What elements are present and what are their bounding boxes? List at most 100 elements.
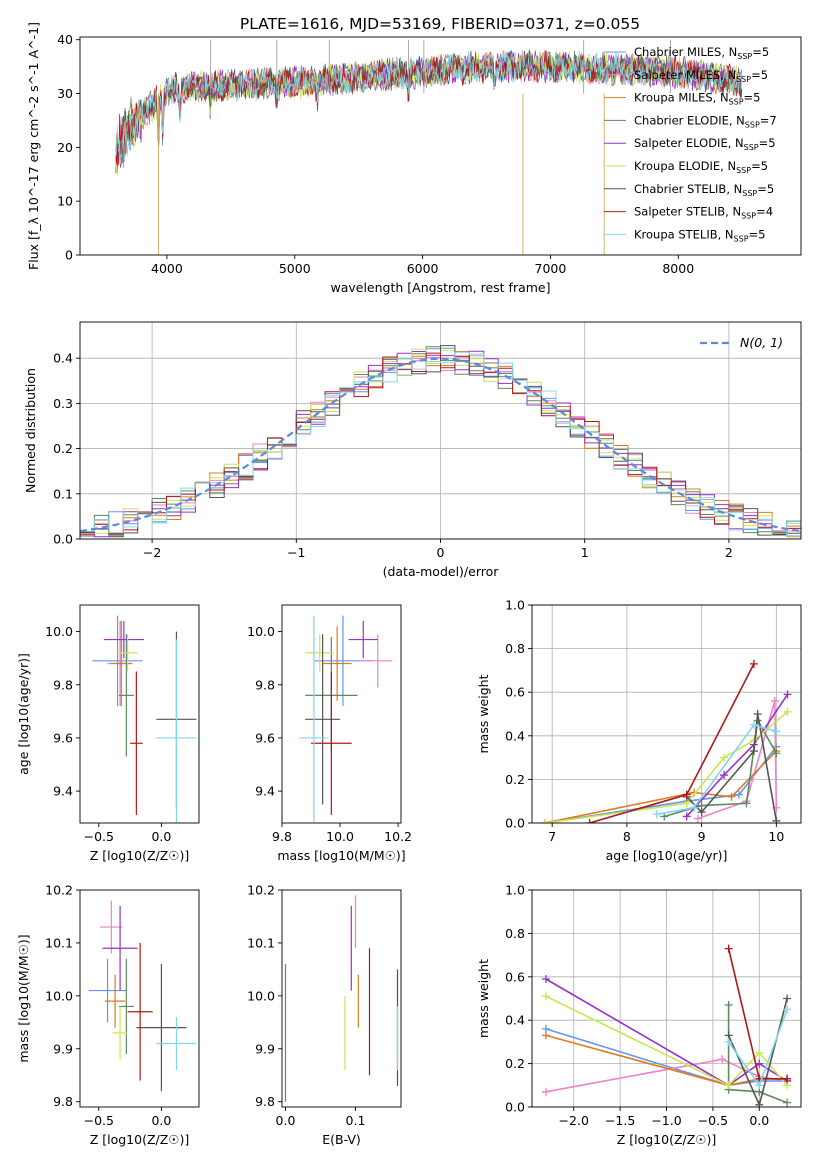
y-tick-label: 10.0 [247, 624, 275, 639]
weight-marker [585, 819, 594, 823]
y-tick-label: 1.0 [505, 598, 525, 613]
mass_vs_ebv-plot-area [284, 895, 399, 1102]
y-tick-label: 10.1 [45, 935, 73, 950]
weight-series-4 [545, 978, 788, 1087]
x-tick-label: 10 [768, 829, 784, 844]
y-tick-label: 9.8 [53, 1094, 73, 1109]
x-tick-label: 0.1 [346, 1113, 366, 1128]
x-axis-label: Z [log10(Z/Z☉)] [90, 848, 190, 863]
y-tick-label: 1.0 [505, 883, 525, 898]
legend-entry: Salpeter MILES, NSSP=5 [634, 68, 768, 84]
x-tick-label: 5000 [279, 261, 311, 276]
y-axis-label: Normed distribution [23, 368, 38, 493]
weight-marker [783, 994, 792, 1003]
x-tick-label: 10.2 [384, 829, 412, 844]
weight-marker [724, 1081, 733, 1090]
weight-marker [783, 1074, 792, 1083]
x-tick-label: 0 [437, 545, 445, 560]
weight-series-7 [727, 948, 788, 1080]
y-tick-label: 9.8 [255, 677, 275, 692]
x-tick-label: −0.5 [84, 1113, 114, 1128]
x-tick-label: 10.0 [326, 829, 354, 844]
weight-marker [755, 1081, 764, 1090]
legend-entry: Chabrier MILES, NSSP=5 [634, 45, 769, 61]
y-tick-label: 0.2 [505, 772, 525, 787]
x-axis-label: wavelength [Angstrom, rest frame] [330, 280, 550, 295]
y-axis-label: mass [log10(M/M☉)] [16, 934, 31, 1062]
spectrum-series-7 [115, 50, 743, 166]
weight-marker [682, 790, 691, 799]
y-tick-label: 0.0 [505, 816, 525, 831]
y-tick-label: 20 [57, 140, 73, 155]
x-tick-label: 6000 [407, 261, 439, 276]
age_vs_Z-frame [79, 604, 200, 824]
weight-marker [682, 812, 691, 821]
legend-entry: Salpeter STELIB, NSSP=4 [634, 205, 773, 221]
y-tick-label: 9.8 [255, 1094, 275, 1109]
mass_weight_vs_age-plot-area [540, 659, 792, 823]
weight-marker [783, 707, 792, 716]
mass_vs_Z-panel: −0.5 0.0 9.8 9.9 10.0 10.1 10.2 Z [log10(Z/Z☉)]… [16, 883, 200, 1147]
age_vs_mass-panel: 9.8 10.0 10.2 9.4 9.6 9.8 10.0 mass [log10(M/M☉… [247, 604, 412, 863]
weight-series-1 [697, 700, 778, 820]
x-tick-label: −0.5 [84, 829, 114, 844]
x-tick-label: 2 [725, 545, 733, 560]
weight-marker [724, 1037, 733, 1046]
y-tick-label: 40 [57, 32, 73, 47]
weight-marker [772, 727, 781, 736]
weight-marker [724, 944, 733, 953]
age_vs_mass-plot-area [299, 615, 393, 823]
mass_vs_ebv-frame [281, 889, 402, 1108]
weight-marker [652, 810, 661, 819]
x-tick-label: 0.0 [276, 1113, 296, 1128]
weight-marker [697, 808, 706, 817]
x-axis-label: (data-model)/error [383, 564, 500, 579]
weight-marker [755, 1048, 764, 1057]
y-tick-label: 9.9 [53, 1041, 73, 1056]
age_vs_Z-panel: −0.5 0.0 9.4 9.6 9.8 10.0 Z [log10(Z/Z☉)] age [… [16, 604, 200, 863]
y-tick-label: 0.2 [505, 1056, 525, 1071]
x-tick-label: −2 [143, 545, 161, 560]
legend-entry: Kroupa STELIB, NSSP=5 [634, 227, 765, 243]
spectrum-series-8 [115, 49, 743, 162]
x-tick-label: 9 [698, 829, 706, 844]
weight-marker [690, 803, 699, 812]
x-tick-label: 9.8 [272, 829, 292, 844]
x-tick-label: 0.0 [749, 1113, 769, 1128]
weight-marker [541, 992, 550, 1001]
mass_vs_ebv-panel: 0.0 0.1 9.8 9.9 10.0 10.1 10.2 E(B-V) [247, 883, 402, 1147]
weight-marker [770, 696, 779, 705]
y-tick-label: 9.6 [255, 730, 275, 745]
x-tick-label: 8 [623, 829, 631, 844]
mass_weight_vs_age-frame [531, 604, 802, 824]
y-tick-label: 9.8 [53, 677, 73, 692]
age_vs_Z-plot-area [92, 615, 197, 823]
weight-series-2 [544, 750, 777, 823]
weight-series-0 [545, 1028, 788, 1087]
y-tick-label: 10 [57, 194, 73, 209]
y-tick-label: 10.2 [45, 883, 73, 898]
y-tick-label: 0.1 [53, 486, 73, 501]
weight-series-4 [686, 693, 789, 818]
x-axis-label: Z [log10(Z/Z☉)] [617, 1132, 717, 1147]
y-tick-label: 0.0 [505, 1100, 525, 1115]
weight-marker [742, 799, 751, 808]
y-axis-label: Flux [f_λ 10^-17 erg cm^-2 s^-1 A^-1] [26, 22, 41, 270]
x-tick-label: 7 [548, 829, 556, 844]
mass_vs_Z-frame [79, 889, 200, 1108]
weight-marker [749, 736, 758, 745]
weight-marker [541, 1031, 550, 1040]
weight-marker [724, 1001, 733, 1010]
weight-marker [749, 659, 758, 668]
histogram-8 [80, 351, 801, 539]
y-tick-label: 0 [65, 248, 73, 263]
x-tick-label: −1.0 [651, 1113, 681, 1128]
weight-marker [755, 1100, 764, 1107]
weight-marker [541, 974, 550, 983]
x-tick-label: 8000 [662, 261, 694, 276]
weight-marker [772, 749, 781, 758]
y-tick-label: 0.4 [505, 1013, 525, 1028]
figure-title: PLATE=1616, MJD=53169, FIBERID=0371, z=0… [240, 15, 640, 33]
x-axis-label: age [log10(age/yr)] [606, 848, 728, 863]
